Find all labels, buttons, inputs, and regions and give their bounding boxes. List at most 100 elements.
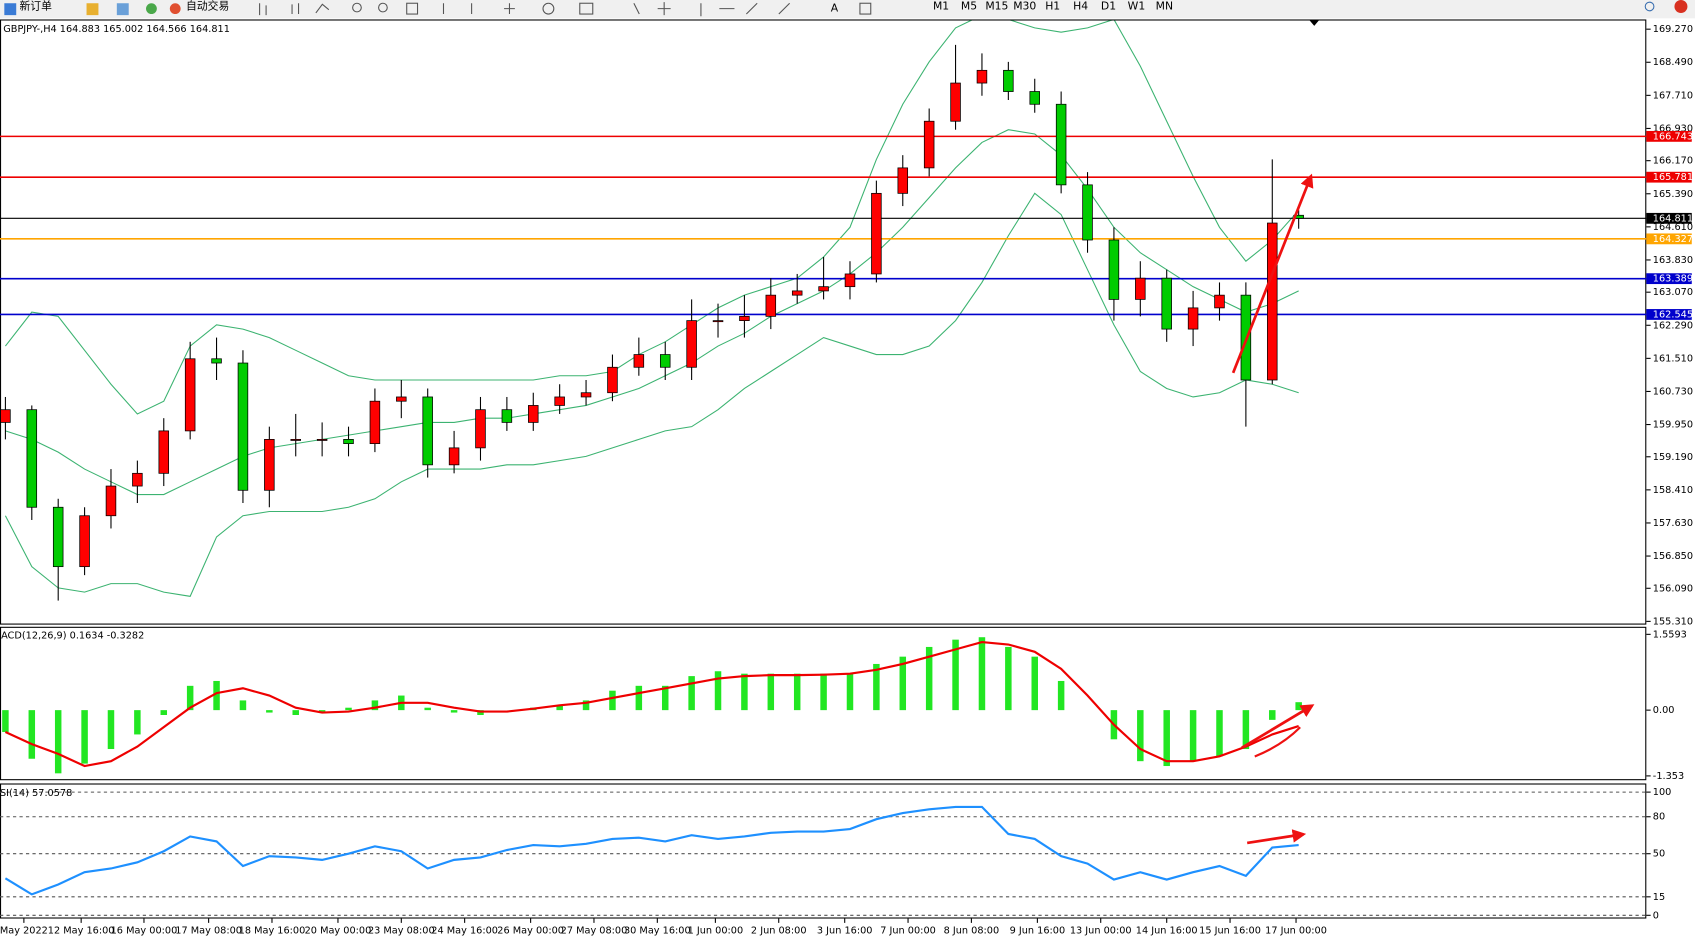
timeframe-button[interactable]: W1 <box>1128 0 1146 12</box>
alert-icon[interactable] <box>1674 0 1688 13</box>
timeframe-button[interactable]: M1 <box>933 0 949 12</box>
candle-body <box>923 120 935 169</box>
timeframe-button[interactable]: D1 <box>1101 0 1116 12</box>
candle-body <box>765 294 777 317</box>
y-tick-label: 169.270 <box>1653 24 1693 35</box>
search-icon[interactable] <box>1644 1 1655 12</box>
macd-bar <box>2 710 9 733</box>
y-tick-label: 159.950 <box>1653 420 1693 431</box>
arrow-trail <box>1254 726 1301 758</box>
candle-body <box>1003 69 1014 92</box>
chart-bg <box>0 19 1695 938</box>
draw-tools[interactable] <box>442 2 791 17</box>
x-tick-label: 8 Jun 08:00 <box>944 925 1000 936</box>
candle-body <box>659 354 671 368</box>
rsi-panel <box>0 791 1647 916</box>
macd-bar <box>1295 702 1302 711</box>
macd-bar <box>1242 710 1250 750</box>
timeframe-button[interactable]: H1 <box>1045 0 1060 12</box>
y-tick-label: 156.850 <box>1653 551 1693 562</box>
y-tick-label: 163.070 <box>1653 287 1693 298</box>
bollinger-middle <box>5 129 1299 496</box>
macd-bar <box>81 710 88 764</box>
candle-body <box>976 69 988 84</box>
icon[interactable] <box>86 3 99 16</box>
price-frame <box>0 19 1647 625</box>
macd-bar <box>318 710 326 713</box>
candle-body <box>607 366 618 394</box>
label-tool[interactable] <box>859 2 872 15</box>
period-icon[interactable] <box>542 2 555 15</box>
auto-trade-button[interactable]: 自动交易 <box>186 0 229 12</box>
candle-body <box>1187 307 1199 330</box>
y-tick-label: 166.930 <box>1653 123 1693 134</box>
x-tick-label: 14 Jun 16:00 <box>1136 925 1198 936</box>
x-tick-label: 23 May 08:00 <box>368 925 435 936</box>
auto-trade-icon[interactable] <box>169 3 181 15</box>
x-tick-label: 16 May 00:00 <box>111 925 178 936</box>
timeframe-button[interactable]: H4 <box>1073 0 1088 12</box>
macd-bar <box>952 639 959 711</box>
price-level-label: 162.545 <box>1653 309 1693 320</box>
price-level-box <box>1646 171 1692 183</box>
zoom-out[interactable] <box>378 2 388 13</box>
candle-body <box>211 358 222 364</box>
x-tick-label: 17 May 08:00 <box>175 925 242 936</box>
y-tick-label: 100 <box>1653 787 1672 798</box>
new-order-icon[interactable] <box>4 3 17 16</box>
zoom-in[interactable] <box>352 2 362 13</box>
x-tick-label: 3 Jun 16:00 <box>817 925 873 936</box>
candle-body <box>871 192 882 275</box>
candle-body <box>844 273 856 288</box>
macd-bar <box>239 700 247 711</box>
frames <box>0 19 1647 919</box>
x-tick-label: 30 May 16:00 <box>624 925 691 936</box>
candle-body <box>1055 103 1067 186</box>
macd-bar <box>1269 710 1276 720</box>
text-tool[interactable]: A <box>831 2 839 15</box>
candle-body <box>132 472 143 487</box>
candle-body <box>26 409 38 508</box>
macd-bar <box>1189 710 1197 762</box>
x-tick-label: 27 May 08:00 <box>561 925 628 936</box>
x-tick-label: 1 Jun 00:00 <box>688 925 744 936</box>
price-level-box <box>1646 233 1692 245</box>
toolbar-bg <box>0 0 1695 19</box>
y-tick-label: -1.353 <box>1653 771 1684 782</box>
new-order-button[interactable]: 新订单 <box>19 0 52 12</box>
timeframe-button[interactable]: MN <box>1156 0 1173 12</box>
y-tick-label: 15 <box>1653 892 1665 903</box>
price-level-label: 164.327 <box>1653 234 1693 245</box>
macd-bar <box>767 673 775 711</box>
icon[interactable] <box>146 3 157 15</box>
candle-body <box>316 439 328 441</box>
price-level-label: 164.811 <box>1653 213 1693 224</box>
macd-bar <box>978 637 986 711</box>
candle-body <box>712 320 724 323</box>
candle-body <box>343 439 354 445</box>
tile[interactable] <box>406 2 419 15</box>
arrow <box>1231 173 1314 374</box>
rsi-line <box>4 805 1299 896</box>
x-tick-label: May 2022 <box>0 925 48 936</box>
macd-bar <box>1057 680 1065 711</box>
price-level-box <box>1646 273 1692 285</box>
signal-line <box>4 640 1299 768</box>
chart-type-icons[interactable] <box>259 3 330 16</box>
icon[interactable] <box>116 3 129 16</box>
x-tick-label: 12 May 16:00 <box>48 925 115 936</box>
timeframe-button[interactable]: M5 <box>961 0 977 12</box>
y-tick-label: 162.290 <box>1653 320 1693 331</box>
template-icon[interactable] <box>579 2 594 15</box>
arrow <box>1241 704 1315 749</box>
y-tick-label: 50 <box>1653 849 1665 860</box>
macd-bar <box>582 700 590 711</box>
timeframe-button[interactable]: M15 <box>985 0 1008 12</box>
y-tick-label: 80 <box>1653 812 1665 823</box>
candle-body <box>554 396 565 406</box>
x-tick-label: 9 Jun 16:00 <box>1010 925 1066 936</box>
timeframe-button[interactable]: M30 <box>1013 0 1036 12</box>
candle-body <box>184 358 196 432</box>
bollinger-lower <box>4 192 1299 597</box>
y-tick-label: 155.310 <box>1653 616 1693 627</box>
